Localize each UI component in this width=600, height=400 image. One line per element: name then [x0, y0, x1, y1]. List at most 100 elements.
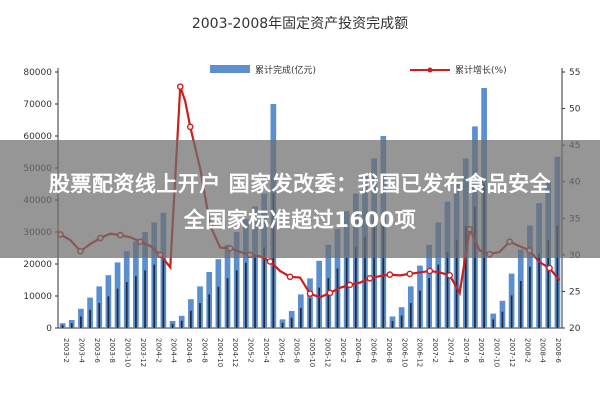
bar [407, 286, 414, 328]
headline-line-2: 全国家标准超过1600项 [183, 208, 417, 232]
x-tick-label: 2008-6 [554, 338, 562, 363]
x-tick-label: 2006-2 [339, 338, 347, 363]
line-point [186, 123, 194, 131]
bar [178, 315, 185, 328]
x-tick-label: 2007-6 [462, 338, 470, 363]
bar-shadow [162, 258, 165, 328]
x-tick-label: 2004-10 [216, 338, 224, 367]
bar [160, 212, 167, 328]
bar [252, 206, 258, 328]
bar-shadow [437, 264, 440, 328]
bar-shadow [382, 212, 385, 328]
bar [68, 320, 75, 328]
x-tick-label: 2005-10 [308, 338, 316, 367]
bar-shadow [419, 290, 421, 328]
bar [59, 323, 66, 328]
y-left-tick-label: 20000 [23, 260, 52, 270]
bar-shadow [538, 253, 540, 328]
bar [307, 278, 313, 328]
bar-shadow [519, 280, 522, 328]
bar-shadow [272, 193, 275, 328]
bar-shadow [547, 239, 550, 328]
x-tick-label: 2003-10 [124, 338, 132, 367]
x-tick-label: 2007-2 [431, 338, 439, 363]
line-point [306, 290, 314, 297]
line-point [326, 289, 334, 297]
bar-shadow [226, 278, 229, 328]
x-tick-label: 2006-12 [416, 338, 424, 367]
legend-line-label: 累计增长(%) [455, 64, 507, 76]
bar-shadow [89, 309, 91, 328]
x-tick-label: 2004-2 [154, 338, 162, 363]
x-tick-label: 2008-2 [523, 338, 531, 363]
bar [334, 228, 341, 328]
bar [499, 300, 506, 328]
bar-shadow [171, 323, 174, 328]
bar-shadow [281, 322, 284, 328]
bar [316, 260, 323, 328]
legend-line-marker [427, 67, 433, 73]
line-point [446, 272, 454, 279]
bar-shadow [98, 303, 101, 328]
bar-shadow [510, 295, 513, 328]
bar [536, 203, 542, 328]
legend: 累计完成(亿元) 累计增长(%) [210, 64, 507, 76]
bar [215, 259, 222, 328]
chart-title: 2003-2008年固定资产投资完成额 [192, 16, 408, 32]
bar [224, 244, 231, 328]
bar-shadow [309, 298, 311, 328]
bar-shadow [529, 266, 531, 328]
bar [151, 222, 158, 328]
bar-shadow [446, 252, 449, 328]
x-tick-label: 2004-12 [231, 338, 239, 367]
x-tick-label: 2007-10 [493, 338, 501, 367]
bar [188, 299, 194, 328]
line-point [386, 271, 394, 278]
bar [206, 272, 213, 328]
bar-shadow [364, 236, 366, 328]
x-tick-label: 2005-6 [277, 338, 285, 363]
x-tick-label: 2004-6 [185, 338, 193, 363]
bar [508, 273, 515, 328]
x-tick-label: 2003-4 [77, 338, 85, 363]
bar-shadow [61, 325, 64, 328]
x-tick-label: 2006-8 [385, 338, 393, 363]
bar-shadow [107, 296, 110, 328]
bar [87, 297, 93, 328]
bar-shadow [354, 247, 357, 328]
bar-shadow [290, 317, 293, 328]
bar [105, 275, 112, 328]
line-point [346, 281, 354, 289]
headline-line-1: 股票配资线上开户 国家发改委：我国已发布食品安全 [48, 172, 552, 196]
bar-shadow [336, 268, 339, 328]
line-point [426, 267, 434, 275]
bar [142, 232, 148, 328]
bar-shadow [135, 276, 137, 328]
bar [517, 249, 524, 328]
bar-shadow [263, 247, 266, 328]
line-point [176, 83, 184, 90]
bar [398, 307, 405, 328]
bar-shadow [327, 278, 330, 328]
bar-shadow [254, 255, 256, 328]
x-tick-label: 2006-6 [370, 338, 378, 363]
bar-shadow [217, 286, 220, 328]
bar [417, 265, 423, 328]
bar [169, 320, 176, 328]
bar-shadow [391, 321, 394, 328]
bar-shadow [455, 239, 458, 328]
x-tick-label: 2003-6 [93, 338, 101, 363]
bar [279, 319, 286, 328]
legend-bar-swatch [210, 65, 250, 73]
bar [435, 222, 442, 328]
y-left-tick-label: 10000 [23, 292, 52, 302]
bar-shadow [116, 288, 119, 328]
line-point [406, 270, 414, 278]
bar [444, 201, 451, 328]
line-point [286, 273, 294, 281]
line-point [366, 274, 374, 282]
bar-shadow [474, 207, 476, 328]
bar [96, 286, 103, 328]
y-right-tick-label: 55 [569, 68, 580, 78]
